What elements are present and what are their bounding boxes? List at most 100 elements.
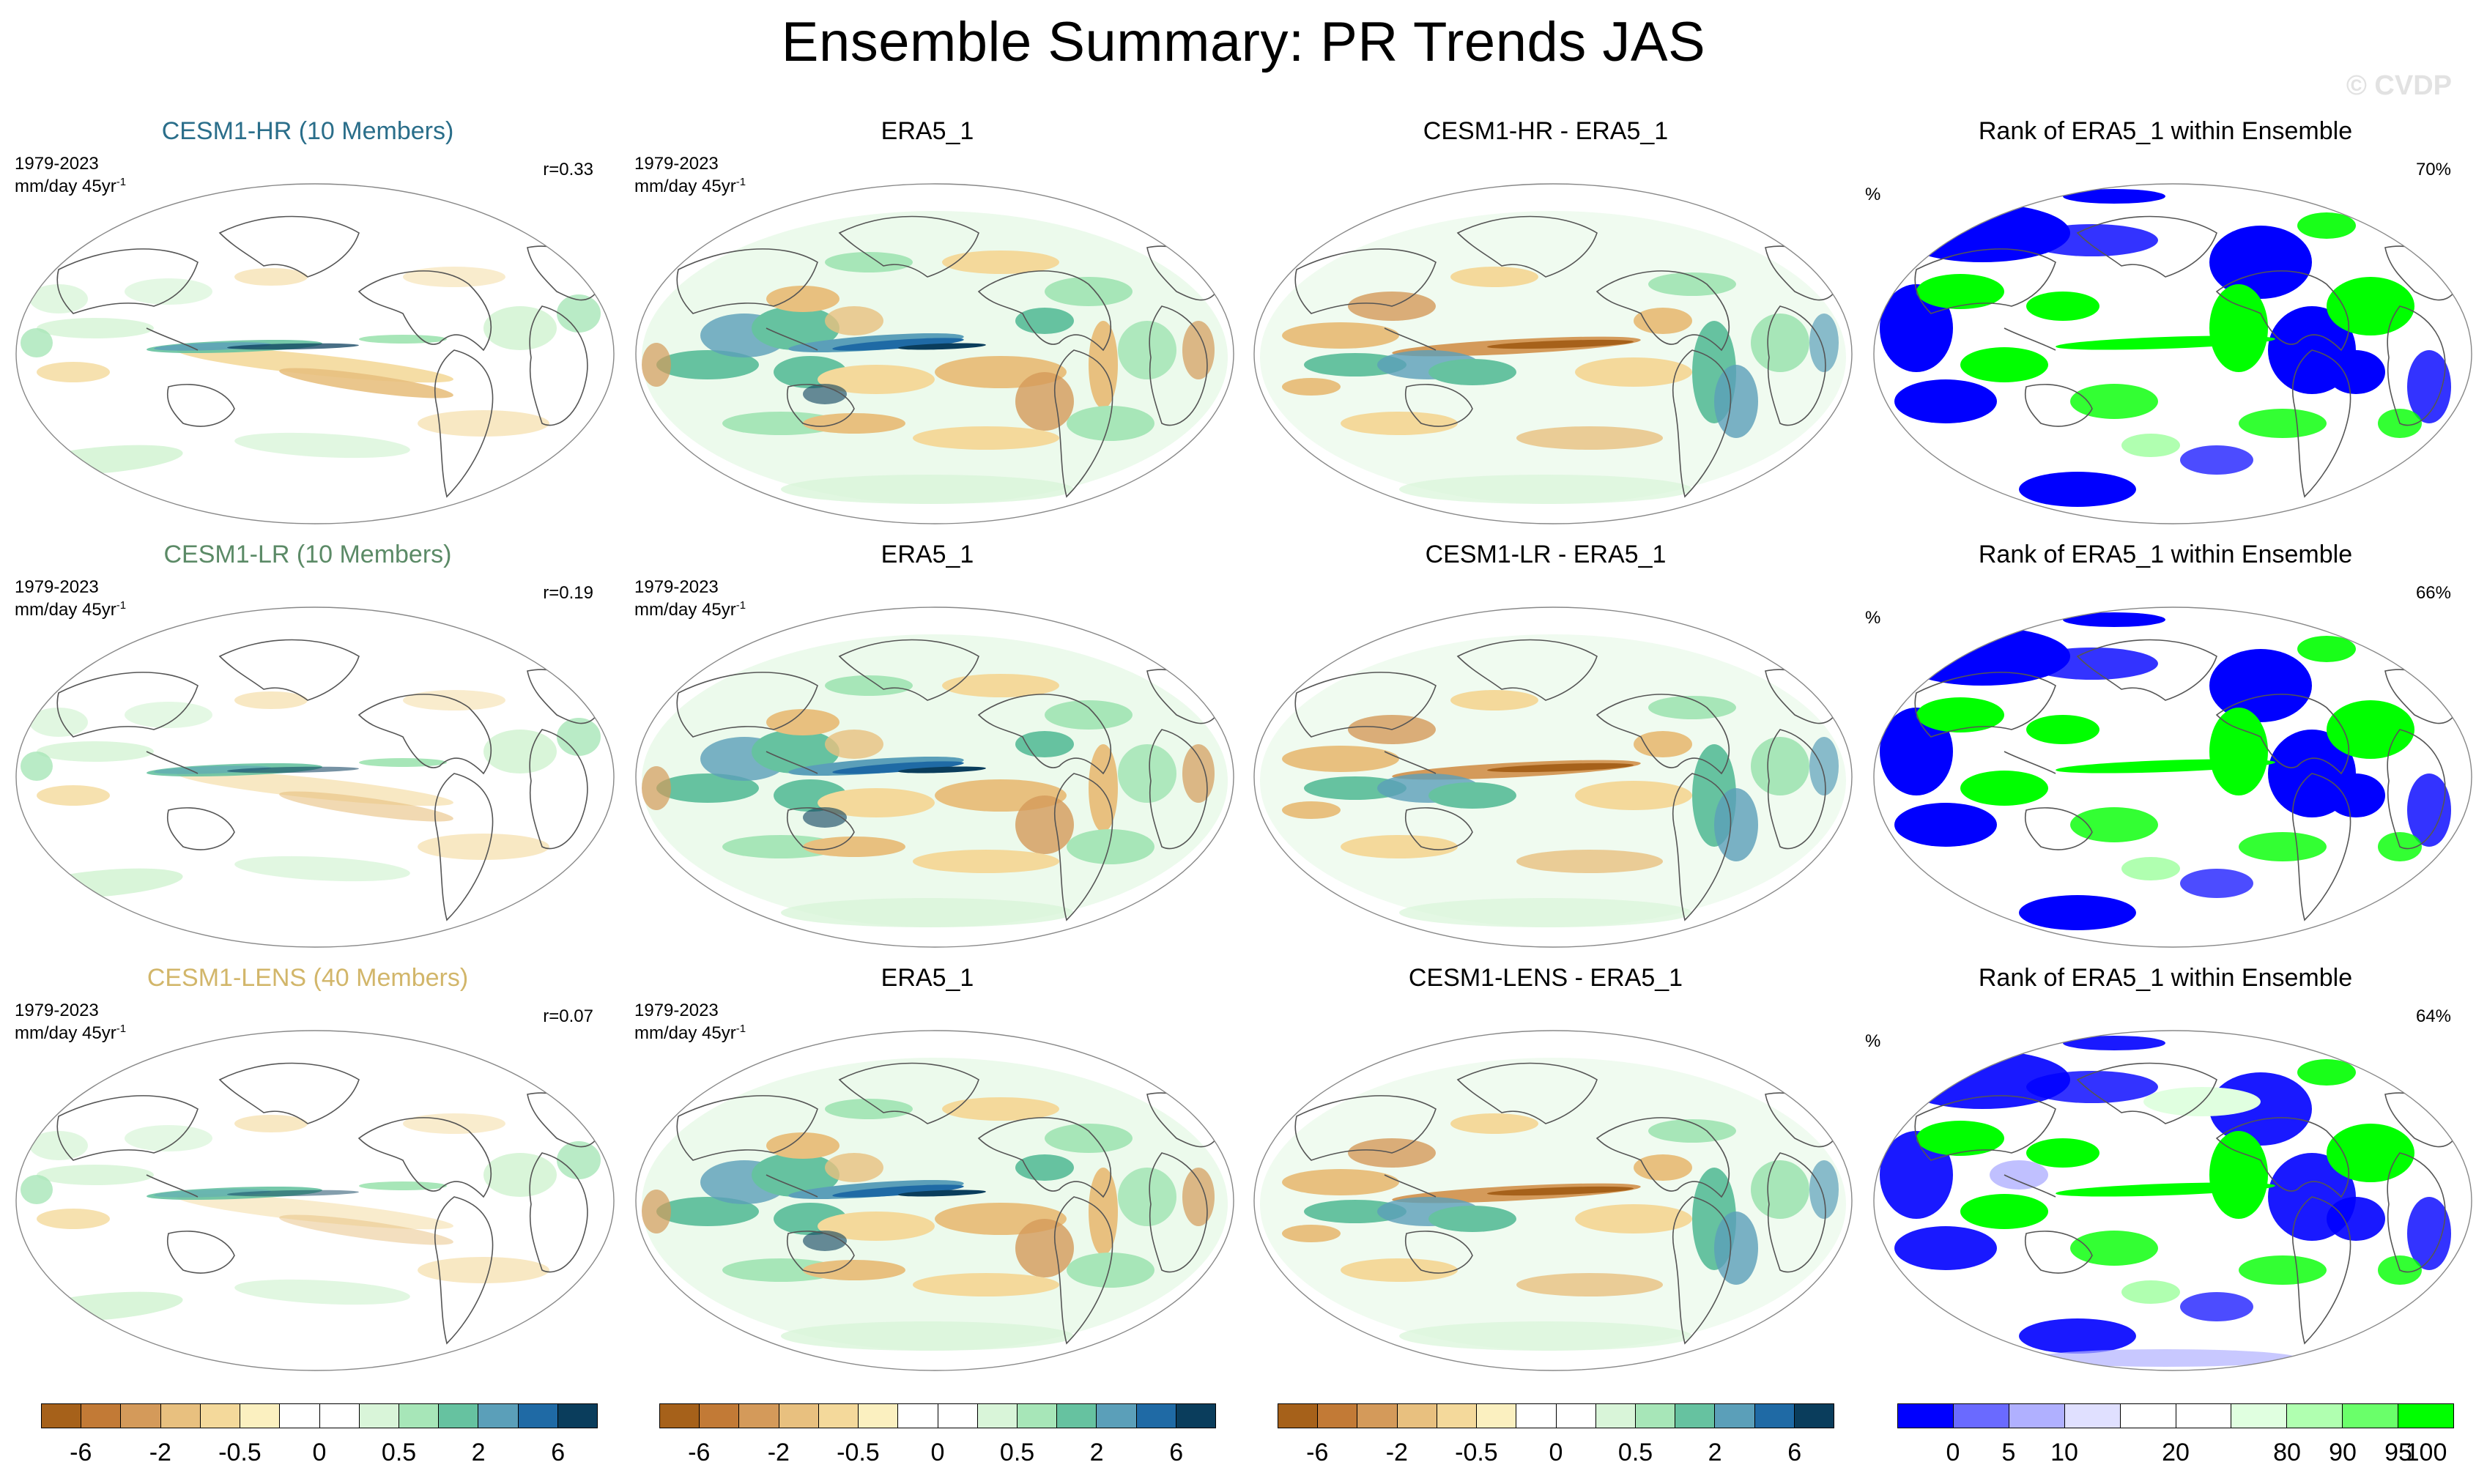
legend-swatch — [1715, 1404, 1755, 1428]
panel-obs-row2: ERA5_1 1979-2023 mm/day 45yr-1 — [620, 541, 1235, 951]
period-label: 1979-2023 — [634, 154, 719, 174]
legend-tick-label: -6 — [1306, 1439, 1329, 1466]
map-projection — [1873, 183, 2472, 524]
legend-swatch — [478, 1404, 519, 1428]
field-shading — [1880, 1036, 2466, 1367]
cvdp-watermark: © CVDP — [2346, 70, 2452, 101]
globe-outline — [1873, 183, 2472, 524]
legend-swatches — [1278, 1403, 1834, 1428]
globe-outline — [1873, 1030, 2472, 1371]
map-projection — [1253, 606, 1853, 948]
legend-tick-label: -6 — [688, 1439, 711, 1466]
units-text: mm/day 45yr — [634, 600, 736, 620]
units-exponent: -1 — [735, 599, 746, 612]
percent-unit: % — [1865, 1031, 1881, 1051]
legend-tick-label: 0 — [930, 1439, 945, 1466]
legend-swatch — [779, 1404, 819, 1428]
pattern-correlation: r=0.19 — [543, 583, 593, 603]
globe-outline — [635, 1030, 1234, 1371]
legend-swatch — [1017, 1404, 1058, 1428]
panel-obs-row1: ERA5_1 1979-2023 mm/day 45yr-1 — [620, 117, 1235, 527]
legend-swatch — [700, 1404, 740, 1428]
legend-swatch — [859, 1404, 899, 1428]
period-label: 1979-2023 — [634, 577, 719, 597]
rank-score: 64% — [2415, 1006, 2451, 1026]
panel-title: CESM1-LR - ERA5_1 — [1425, 541, 1667, 568]
map-projection — [1253, 183, 1853, 524]
map-projection — [15, 1030, 615, 1371]
legend-swatch — [1794, 1404, 1834, 1428]
legend-tick-label: 2 — [1708, 1439, 1722, 1466]
legend-swatch — [818, 1404, 859, 1428]
panel-obs-row3: ERA5_1 1979-2023 mm/day 45yr-1 — [620, 964, 1235, 1374]
pattern-correlation: r=0.07 — [543, 1006, 593, 1026]
legend-tick-label: -2 — [1385, 1439, 1408, 1466]
legend-trend-1: -6 -2 -0.5 0 0.5 2 6 — [41, 1403, 598, 1484]
legend-swatch — [660, 1404, 700, 1428]
legend-tick-label: 0.5 — [381, 1439, 417, 1466]
period-label: 1979-2023 — [15, 577, 99, 597]
legend-tick-label: 0.5 — [1617, 1439, 1653, 1466]
units-exponent: -1 — [735, 1023, 746, 1035]
legend-tick-label: 2 — [1089, 1439, 1104, 1466]
legend-swatch — [81, 1404, 122, 1428]
legend-swatch — [2287, 1404, 2343, 1428]
units-exponent: -1 — [116, 599, 127, 612]
legend-swatch — [1635, 1404, 1676, 1428]
legend-swatch — [2343, 1404, 2399, 1428]
panel-title: CESM1-HR - ERA5_1 — [1423, 117, 1669, 145]
legend-swatch — [1516, 1404, 1557, 1428]
units-label: mm/day 45yr-1 — [634, 176, 746, 197]
field-shading — [1260, 634, 1846, 927]
legend-tick-label: 0 — [1549, 1439, 1563, 1466]
legend-tick-label: 0 — [312, 1439, 327, 1466]
legend-swatch — [1898, 1404, 1954, 1428]
field-shading — [1260, 1058, 1846, 1351]
legend-rank: 0 5 10 20 80 90 95 100 — [1897, 1403, 2454, 1484]
legend-swatch — [739, 1404, 779, 1428]
legend-swatch — [280, 1404, 320, 1428]
field-shading — [21, 1062, 601, 1345]
globe-outline — [15, 606, 615, 948]
legend-swatch — [1397, 1404, 1437, 1428]
legend-swatch — [1675, 1404, 1716, 1428]
map-projection — [1873, 606, 2472, 948]
legend-tick-label: 6 — [1787, 1439, 1802, 1466]
panel-title: ERA5_1 — [881, 541, 974, 568]
globe-outline — [1253, 183, 1853, 524]
map-projection — [1253, 1030, 1853, 1371]
units-text: mm/day 45yr — [634, 1023, 736, 1043]
field-shading — [642, 634, 1228, 927]
panel-title: CESM1-LR (10 Members) — [163, 541, 452, 568]
legend-swatch — [200, 1404, 241, 1428]
legend-tick-label: 5 — [2001, 1439, 2016, 1466]
legend-swatch — [160, 1404, 201, 1428]
legend-tick-label: 10 — [2050, 1439, 2078, 1466]
units-label: mm/day 45yr-1 — [634, 599, 746, 620]
percent-unit: % — [1865, 608, 1881, 628]
field-shading — [1880, 189, 2466, 507]
field-shading — [21, 639, 601, 921]
period-label: 1979-2023 — [15, 154, 99, 174]
panel-model-row1: CESM1-HR (10 Members) 1979-2023 mm/day 45y… — [0, 117, 615, 527]
globe-outline — [15, 1030, 615, 1371]
legend-swatch — [42, 1404, 82, 1428]
map-projection — [15, 606, 615, 948]
panel-title: CESM1-LENS - ERA5_1 — [1408, 964, 1683, 992]
units-label: mm/day 45yr-1 — [15, 599, 126, 620]
legend-swatch — [518, 1404, 558, 1428]
legend-swatch — [121, 1404, 161, 1428]
legend-swatch — [938, 1404, 978, 1428]
legend-swatch — [1057, 1404, 1097, 1428]
panel-title: ERA5_1 — [881, 964, 974, 992]
units-text: mm/day 45yr — [15, 600, 116, 620]
period-label: 1979-2023 — [15, 1001, 99, 1020]
panel-model-row2: CESM1-LR (10 Members) 1979-2023 mm/day 45y… — [0, 541, 615, 951]
legend-swatch — [2120, 1404, 2176, 1428]
legend-tick-label: -0.5 — [1455, 1439, 1498, 1466]
legend-tick-label: -0.5 — [837, 1439, 880, 1466]
pattern-correlation: r=0.33 — [543, 160, 593, 179]
legend-trend-3: -6 -2 -0.5 0 0.5 2 6 — [1278, 1403, 1834, 1484]
legend-swatch — [1176, 1404, 1216, 1428]
legend-swatch — [1477, 1404, 1517, 1428]
